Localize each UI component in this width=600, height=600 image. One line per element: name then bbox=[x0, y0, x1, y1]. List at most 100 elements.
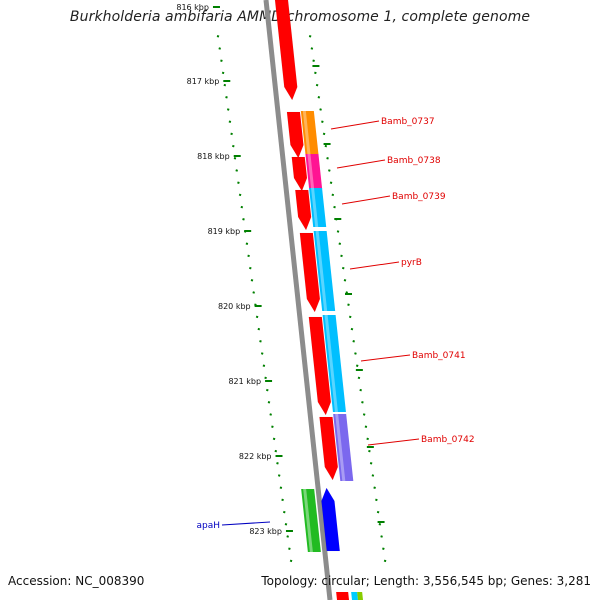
scale-dot bbox=[262, 364, 266, 367]
scale-dot bbox=[288, 547, 291, 550]
scale-dot bbox=[254, 303, 257, 306]
gene-label-leader bbox=[336, 159, 386, 169]
gene-label-pyrb[interactable]: pyrB bbox=[401, 258, 422, 268]
gene-apah-partner[interactable] bbox=[301, 489, 321, 552]
scale-dot bbox=[272, 437, 276, 441]
scale-tick-label: 817 kbp bbox=[187, 77, 220, 86]
cds-arrow[interactable] bbox=[291, 156, 308, 192]
scale-dot bbox=[233, 157, 237, 160]
gene-label-leader bbox=[367, 438, 420, 446]
gene-fragment[interactable] bbox=[357, 592, 363, 600]
scale-dot bbox=[237, 181, 240, 184]
scale-dot bbox=[368, 449, 371, 453]
cds-arrow[interactable] bbox=[294, 189, 312, 231]
gene-highlight bbox=[324, 315, 338, 412]
gene-label-leader bbox=[330, 120, 380, 130]
scale-dot bbox=[252, 291, 255, 294]
gene-highlight bbox=[315, 231, 328, 311]
gene-highlight bbox=[302, 111, 311, 155]
scale-dot bbox=[216, 35, 220, 38]
scale-dot bbox=[225, 96, 228, 99]
gene-label-leader bbox=[349, 261, 400, 270]
scale-dot bbox=[375, 498, 378, 502]
gene-label-bamb-0739[interactable]: Bamb_0739 bbox=[392, 192, 446, 202]
scale-dot bbox=[328, 169, 331, 172]
scale-dot bbox=[242, 218, 245, 221]
scale-dot bbox=[373, 486, 376, 489]
scale-dot bbox=[232, 144, 235, 148]
scale-dot bbox=[345, 291, 349, 294]
scale-dot bbox=[264, 376, 267, 380]
scale-dot bbox=[226, 108, 230, 111]
gene-label-bamb-0738[interactable]: Bamb_0738 bbox=[387, 156, 441, 166]
accession-label: Accession: NC_008390 bbox=[8, 574, 145, 588]
scale-dot bbox=[284, 523, 288, 526]
scale-dot bbox=[376, 510, 380, 514]
scale-dot bbox=[369, 462, 373, 465]
scale-dot bbox=[310, 47, 314, 50]
scale-dot bbox=[380, 535, 383, 538]
cds-arrow[interactable] bbox=[308, 316, 332, 416]
scale-dot bbox=[266, 388, 269, 392]
gene-bamb-0742[interactable] bbox=[333, 414, 354, 481]
gene-highlight bbox=[335, 414, 346, 481]
scale-dot bbox=[362, 413, 366, 416]
scale-dot bbox=[352, 340, 356, 343]
scale-dot bbox=[277, 474, 281, 477]
gene-fragment[interactable] bbox=[351, 592, 358, 600]
scale-tick-label: 823 kbp bbox=[249, 527, 282, 536]
cds-arrow[interactable] bbox=[274, 0, 298, 101]
gene-label-bamb-0741[interactable]: Bamb_0741 bbox=[412, 351, 466, 361]
gene-apah[interactable] bbox=[321, 487, 341, 552]
scale-dot bbox=[245, 242, 249, 245]
gene-highlight bbox=[303, 489, 313, 552]
scale-dot bbox=[357, 376, 361, 380]
scale-dot bbox=[361, 401, 364, 404]
scale-dot bbox=[378, 523, 382, 526]
scale-tick-label: 816 kbp bbox=[176, 3, 209, 12]
scale-dot bbox=[331, 193, 335, 197]
scale-dot bbox=[338, 242, 342, 245]
scale-dot bbox=[329, 181, 333, 184]
gene-highlight bbox=[311, 188, 319, 227]
scale-dot bbox=[230, 132, 233, 136]
scale-dot bbox=[319, 108, 322, 111]
scale-dot bbox=[350, 327, 354, 331]
scale-tick-label: 818 kbp bbox=[197, 152, 230, 161]
scale-dot bbox=[282, 510, 286, 514]
scale-dot bbox=[359, 388, 362, 392]
gene-bamb-0737[interactable] bbox=[300, 111, 319, 155]
scale-dot bbox=[259, 340, 262, 343]
scale-dot bbox=[312, 59, 315, 62]
cds-arrow[interactable] bbox=[286, 111, 304, 159]
cds-arrow[interactable] bbox=[319, 416, 339, 481]
scale-dot bbox=[289, 559, 293, 563]
scale-dot bbox=[220, 59, 223, 62]
scale-dot bbox=[228, 120, 232, 123]
gene-bamb-0739[interactable] bbox=[309, 188, 327, 227]
scale-tick-label: 821 kbp bbox=[228, 377, 261, 386]
cds-arrow[interactable] bbox=[299, 232, 321, 313]
gene-label-apah[interactable]: apaH bbox=[196, 521, 220, 531]
scale-dot bbox=[343, 279, 347, 282]
scale-dot bbox=[321, 120, 324, 123]
map-title: Burkholderia ambifaria AMMD chromosome 1… bbox=[69, 9, 531, 25]
scale-dot bbox=[348, 315, 352, 319]
scale-dot bbox=[247, 254, 250, 258]
scale-tick-label: 820 kbp bbox=[218, 302, 251, 311]
gene-label-bamb-0742[interactable]: Bamb_0742 bbox=[421, 435, 475, 445]
gene-label-leader bbox=[341, 195, 391, 205]
gene-bamb-0741[interactable] bbox=[322, 315, 346, 412]
gene-label-bamb-0737[interactable]: Bamb_0737 bbox=[381, 117, 435, 127]
scale-dot bbox=[366, 437, 369, 441]
gene-bamb-0738[interactable] bbox=[305, 154, 323, 189]
scale-dot bbox=[218, 47, 222, 50]
scale-tick-label: 819 kbp bbox=[208, 227, 241, 236]
scale-dot bbox=[223, 83, 227, 87]
scale-dot bbox=[326, 157, 329, 160]
scale-dot bbox=[286, 535, 289, 538]
gene-pyrb[interactable] bbox=[313, 231, 336, 311]
scale-dot bbox=[249, 266, 252, 270]
cds-arrow[interactable] bbox=[336, 592, 349, 600]
